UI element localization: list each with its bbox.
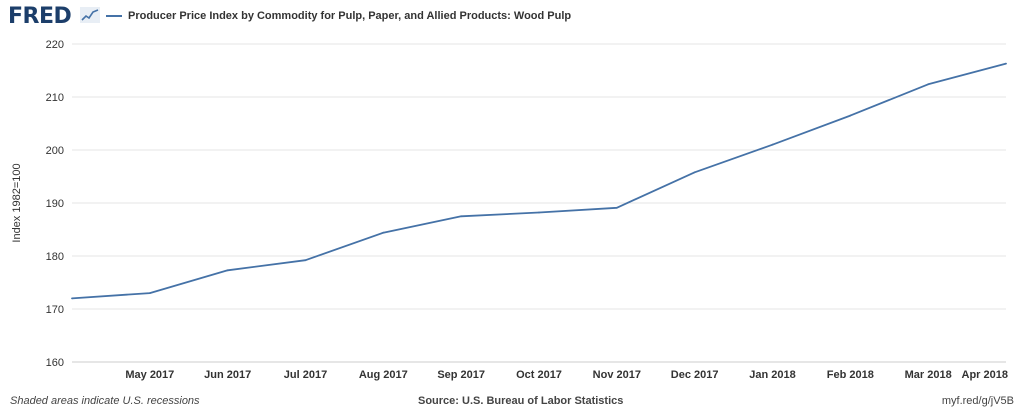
x-tick-label: Nov 2017 — [593, 369, 641, 381]
line-chart: 160 170 180 190 200 210 220 May 2017 Jun 2017 Jul… — [11, 39, 1008, 381]
y-tick-label: 200 — [46, 145, 64, 157]
x-tick-label: Sep 2017 — [437, 369, 485, 381]
x-tick-label: Dec 2017 — [671, 369, 719, 381]
y-tick-label: 190 — [46, 198, 64, 210]
data-point — [304, 259, 307, 262]
fred-logo[interactable]: FRED — [8, 4, 72, 29]
y-axis-title: Index 1982=100 — [11, 163, 23, 242]
chart-footer: Shaded areas indicate U.S. recessions So… — [0, 390, 1024, 412]
legend-label: Producer Price Index by Commodity for Pu… — [128, 10, 572, 22]
data-point — [460, 215, 463, 218]
data-point — [382, 231, 385, 234]
data-point — [538, 211, 540, 214]
y-tick-label: 170 — [46, 304, 64, 316]
legend-swatch — [106, 15, 122, 17]
source-credit: Source: U.S. Bureau of Labor Statistics — [418, 395, 624, 407]
x-tick-label: Feb 2018 — [827, 369, 874, 381]
y-tick-label: 160 — [46, 357, 64, 369]
data-point — [849, 114, 852, 117]
series-line — [71, 62, 1007, 300]
logo-graph-icon — [80, 7, 100, 23]
data-point — [148, 292, 151, 294]
x-tick-label: Oct 2017 — [516, 369, 562, 381]
legend: Producer Price Index by Commodity for Pu… — [106, 10, 571, 22]
x-tick-label: Apr 2018 — [962, 369, 1008, 381]
x-tick-label: Aug 2017 — [359, 369, 408, 381]
data-point — [1005, 62, 1007, 65]
chart-area: 160 170 180 190 200 210 220 May 2017 Jun 2017 Jul… — [0, 34, 1024, 386]
data-point — [927, 83, 930, 86]
data-point — [71, 297, 73, 300]
x-tick-label: May 2017 — [125, 369, 174, 381]
recession-note: Shaded areas indicate U.S. recessions — [10, 395, 200, 407]
y-tick-label: 180 — [46, 251, 64, 263]
data-point — [615, 206, 618, 209]
chart-header: FRED Producer Price Index by Commodity f… — [0, 0, 1024, 34]
x-tick-label: Jun 2017 — [204, 369, 251, 381]
short-link[interactable]: myf.red/g/jV5B — [941, 395, 1014, 407]
data-point — [226, 269, 229, 272]
data-point — [771, 143, 774, 146]
x-tick-label: Jan 2018 — [749, 369, 795, 381]
x-tick-label: Jul 2017 — [284, 369, 327, 381]
y-tick-label: 210 — [46, 92, 64, 104]
y-tick-label: 220 — [46, 39, 64, 51]
x-tick-label: Mar 2018 — [905, 369, 952, 381]
data-point — [693, 171, 696, 174]
